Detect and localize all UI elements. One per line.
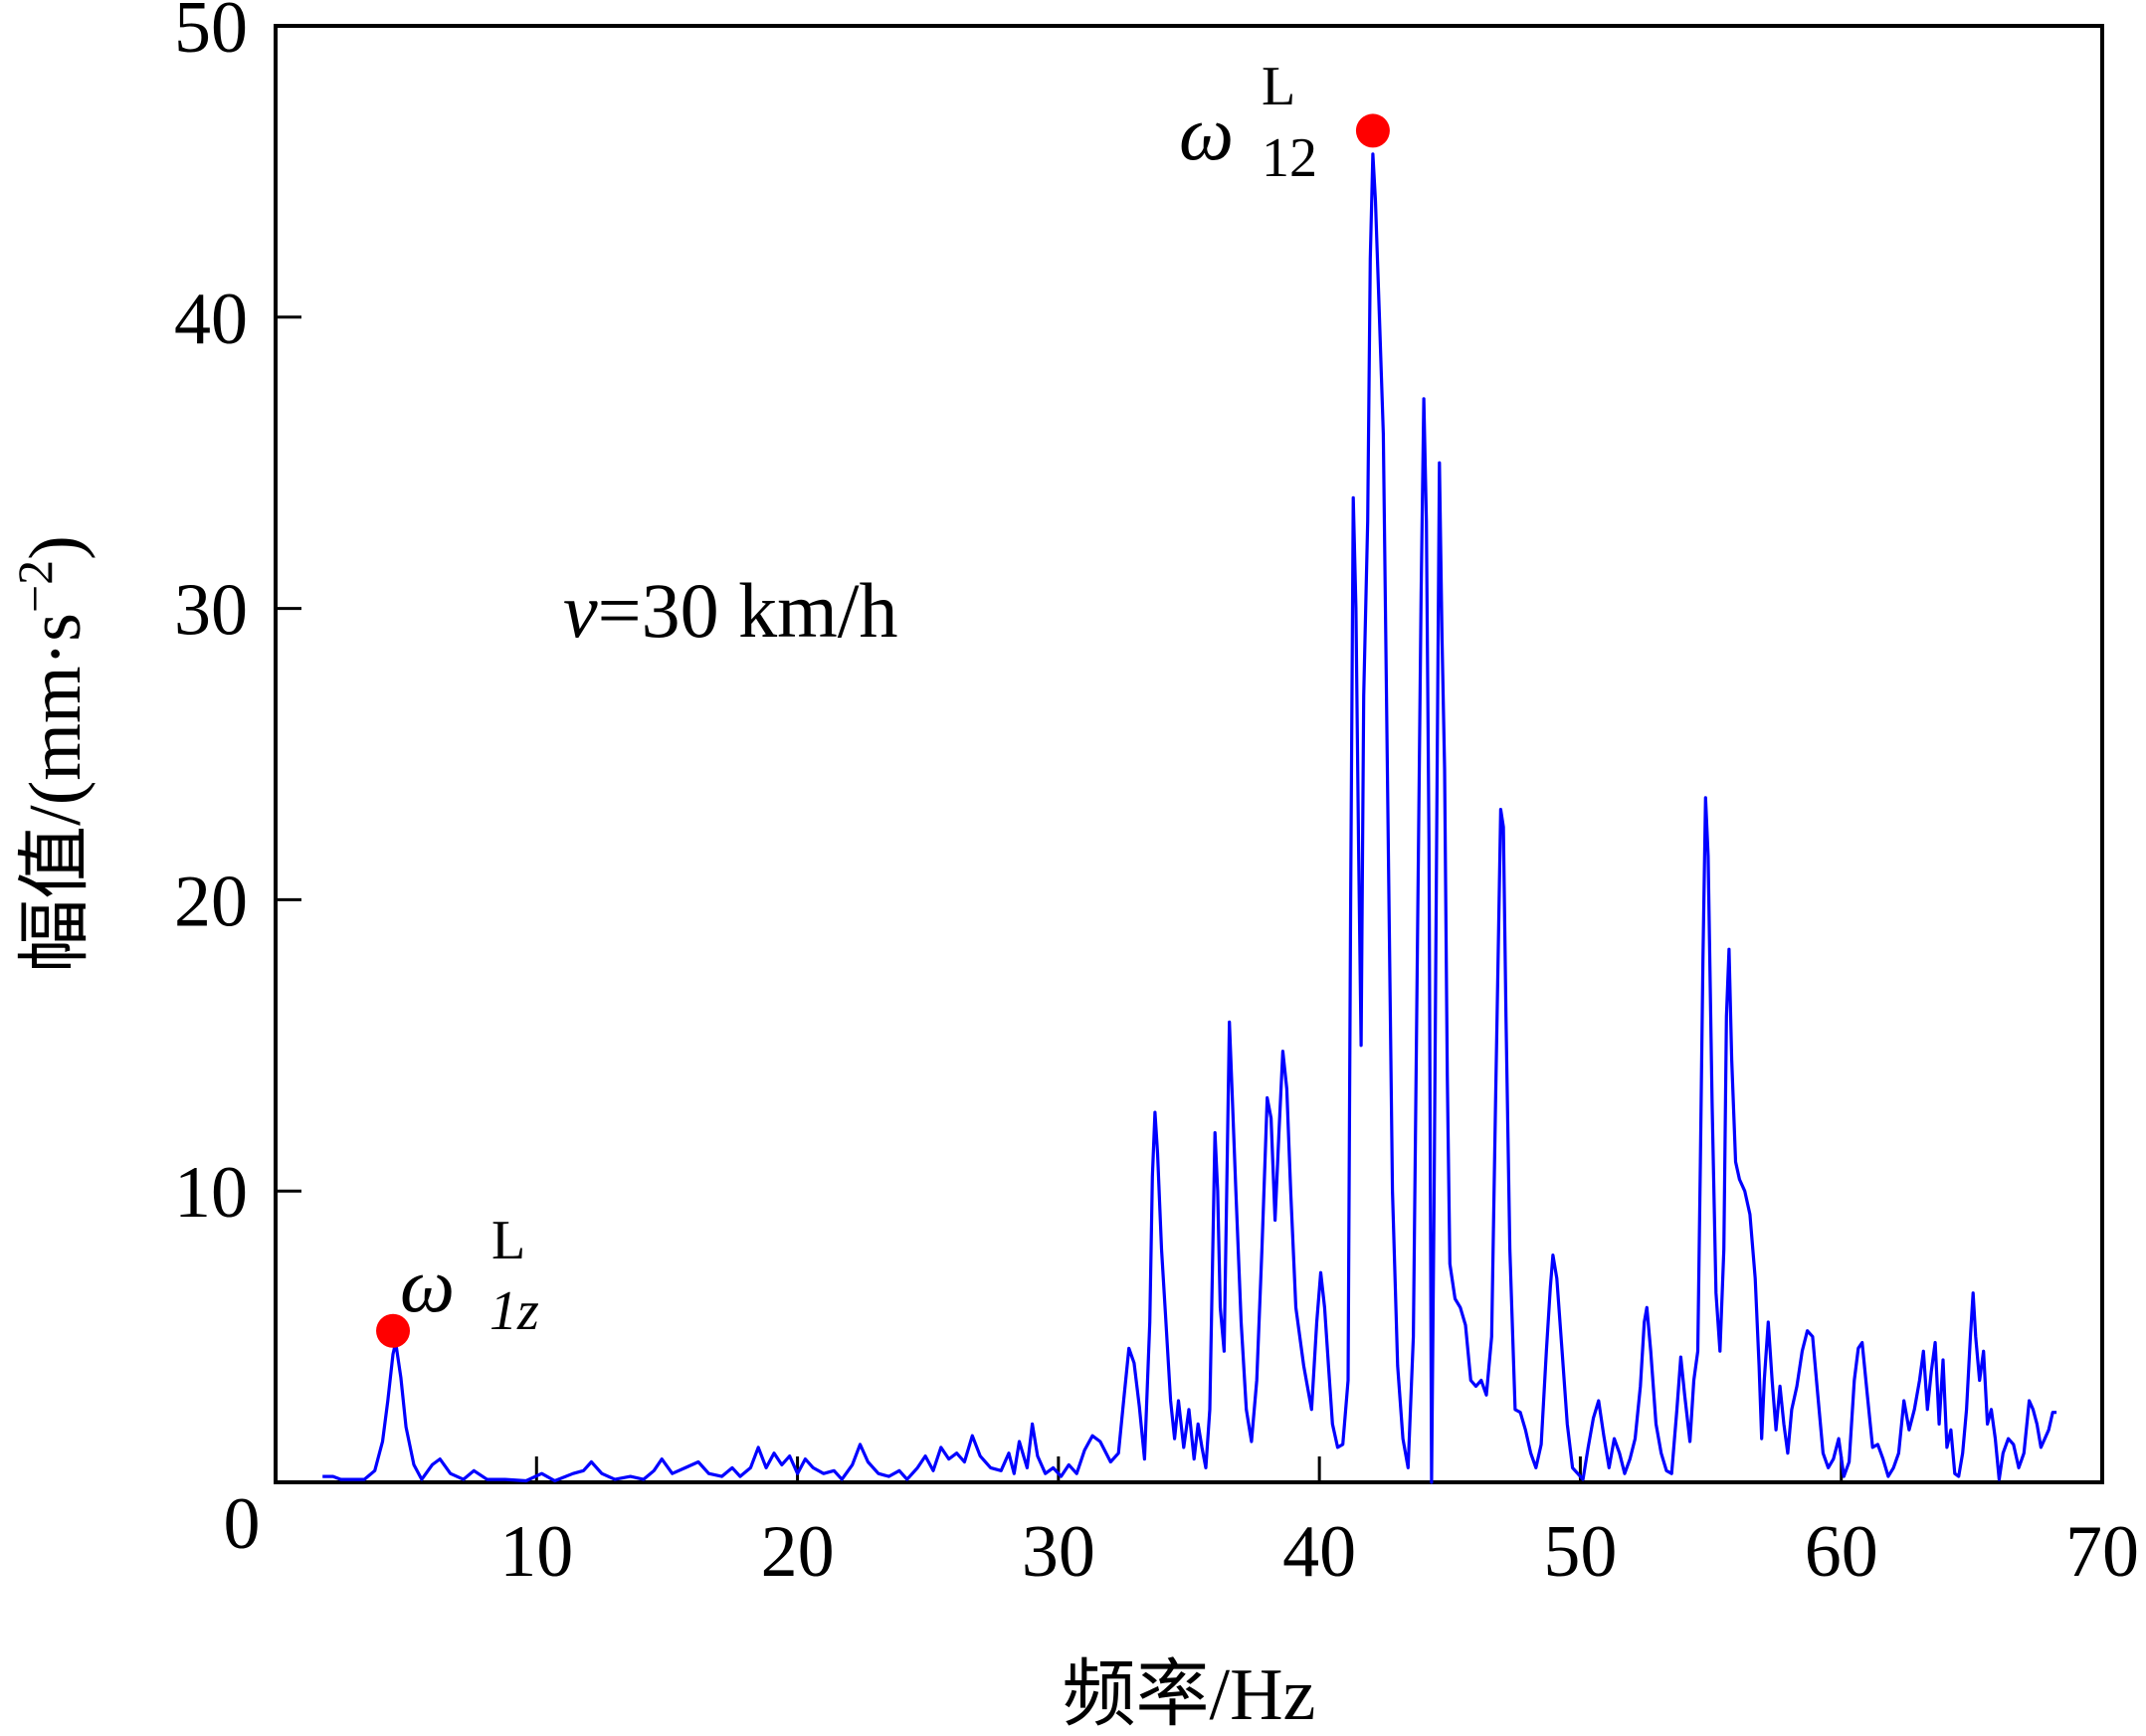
y-axis-title-close: ) (15, 535, 97, 560)
annotation-superscript: L (1262, 56, 1295, 117)
speed-value: =30 km/h (598, 567, 898, 654)
y-tick-label: 30 (174, 570, 248, 652)
peak-marker (376, 1313, 411, 1348)
spectrum-series-line (322, 152, 2057, 1484)
x-tick-label: 30 (1022, 1511, 1095, 1593)
speed-variable: v (563, 567, 598, 654)
x-tick-label: 40 (1282, 1511, 1356, 1593)
origin-label: 0 (224, 1483, 261, 1565)
annotation-superscript: L (491, 1210, 525, 1271)
x-axis-ticks: 10 20 30 40 50 60 70 (499, 1456, 2139, 1593)
series-layer (322, 152, 2057, 1484)
y-axis-ticks: 10 20 30 40 50 (174, 0, 301, 1234)
x-axis-title: 频率/Hz (1063, 1654, 1316, 1736)
peak-markers (376, 113, 1390, 1348)
y-axis-title-sup: −2 (7, 560, 63, 613)
annotation-subscript: 12 (1262, 127, 1317, 189)
x-tick-label: 70 (2065, 1511, 2139, 1593)
annotation-omega-12: ω L 12 (1179, 56, 1317, 189)
y-tick-label: 50 (174, 0, 248, 69)
x-tick-label: 10 (499, 1511, 573, 1593)
y-axis-title-main: 幅值/(mm·s (15, 613, 97, 973)
plot-frame (274, 24, 2104, 1484)
x-tick-label: 20 (761, 1511, 835, 1593)
y-tick-label: 20 (174, 861, 248, 942)
x-tick-label: 50 (1543, 1511, 1617, 1593)
annotation-omega-1z: ω L 1z (400, 1210, 539, 1342)
y-axis-title: 幅值/(mm·s−2) (7, 535, 97, 973)
y-tick-label: 10 (174, 1152, 248, 1234)
x-tick-label: 60 (1805, 1511, 1878, 1593)
speed-label: v=30 km/h (563, 567, 897, 654)
annotation-symbol: ω (1179, 90, 1234, 176)
peak-marker (1355, 113, 1390, 148)
annotation-subscript: 1z (489, 1280, 539, 1342)
annotation-symbol: ω (400, 1242, 455, 1328)
y-tick-label: 40 (174, 279, 248, 360)
